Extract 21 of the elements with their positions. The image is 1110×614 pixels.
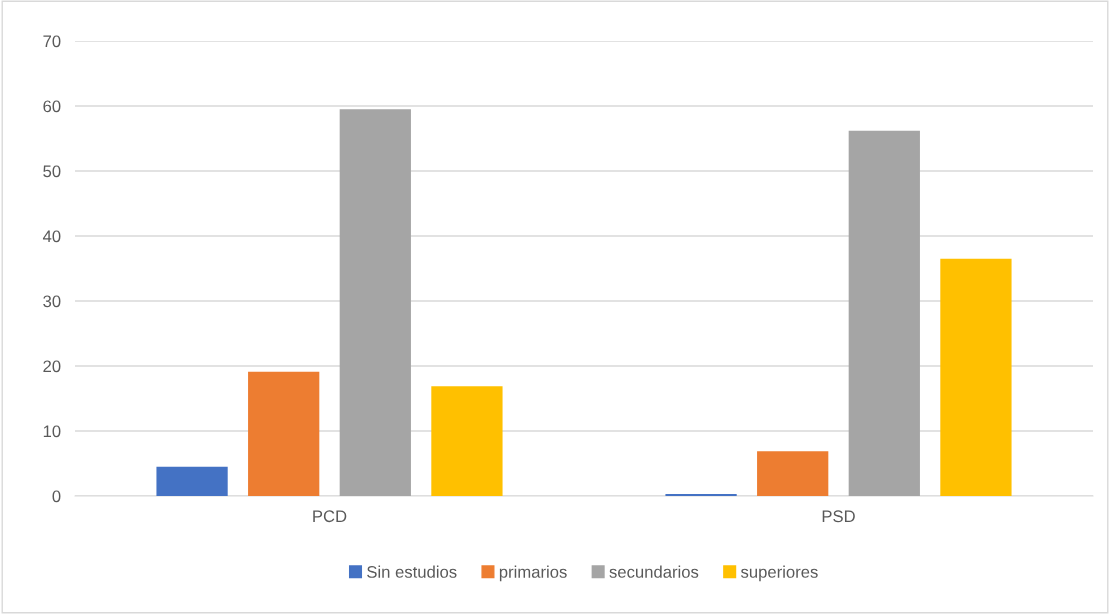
legend-label: primarios: [499, 565, 567, 582]
x-tick-label: PCD: [313, 510, 347, 523]
bar: [757, 451, 829, 496]
y-tick-label: 50: [43, 165, 61, 178]
bar: [156, 466, 228, 496]
bar: [940, 258, 1012, 496]
y-tick-label: 20: [43, 360, 61, 373]
bar: [848, 130, 920, 496]
bar: [431, 386, 503, 496]
legend-label: Sin estudios: [367, 565, 457, 578]
bar: [248, 371, 320, 496]
y-tick-label: 10: [43, 425, 61, 438]
y-tick-label: 30: [43, 295, 61, 308]
y-tick-label: 60: [43, 100, 61, 113]
legend-label: superiores: [740, 565, 818, 582]
y-tick-label: 70: [43, 35, 61, 48]
legend-label: secundarios: [609, 565, 699, 578]
bar: [339, 109, 411, 496]
x-tick-label: PSD: [822, 510, 855, 523]
y-tick-label: 0: [52, 490, 61, 503]
y-tick-label: 40: [42, 230, 61, 243]
